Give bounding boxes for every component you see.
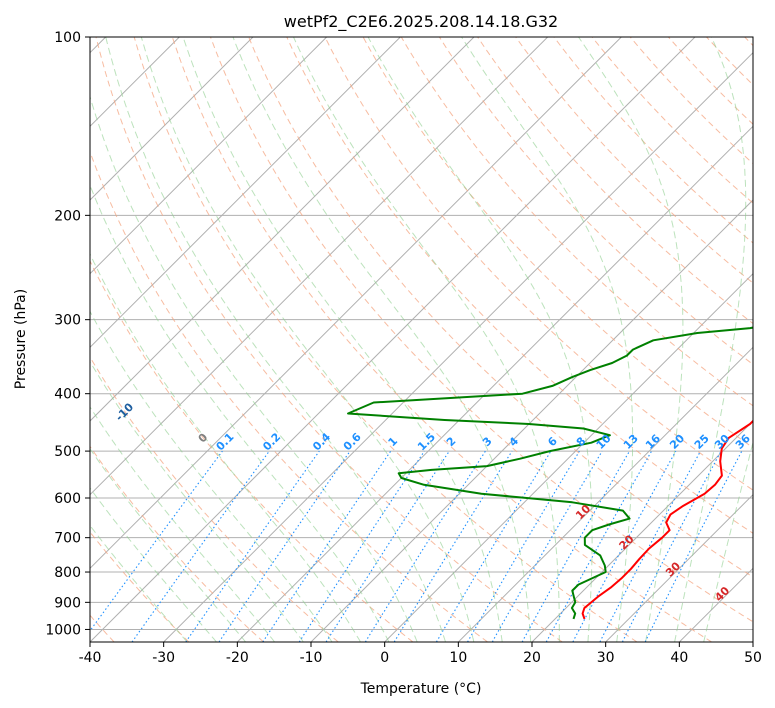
x-tick-label: -30: [152, 650, 175, 666]
x-tick-label: -20: [226, 650, 249, 666]
mixing-ratio-line: [218, 450, 351, 642]
y-tick-label: 100: [54, 30, 81, 46]
isotherm-line: [90, 37, 696, 642]
x-tick-label: 10: [449, 650, 467, 666]
y-tick-label: 500: [54, 444, 81, 460]
isotherm-line: [457, 346, 753, 642]
isotherm-line: [90, 37, 328, 275]
x-axis-ticks: -40 -30 -20 -10 0 10 20 30 40 50: [79, 642, 762, 666]
x-tick-label: 20: [523, 650, 541, 666]
temperature-line: [581, 419, 753, 620]
moist-adiabat-line: [703, 440, 753, 642]
moist-adiabat-line: [90, 447, 246, 642]
dry-adiabat-line: [324, 37, 753, 491]
moist-adiabat-line: [674, 37, 747, 642]
mixing-ratio-line: [644, 450, 743, 642]
dry-adiabat-line: [210, 37, 753, 623]
y-tick-label: 200: [54, 208, 81, 224]
dewpoint-line: [347, 326, 753, 620]
dry-adiabat-line: [171, 37, 712, 642]
chart-title: wetPf2_C2E6.2025.208.14.18.G32: [284, 12, 558, 32]
x-tick-label: 30: [597, 650, 615, 666]
isotherm-line: [384, 272, 753, 642]
dry-adiabat-line: [90, 445, 264, 642]
isotherm-line: [90, 37, 254, 201]
moist-adiabat-line: [90, 360, 304, 642]
isotherm-line: [90, 37, 401, 349]
mixing-ratio-line: [521, 450, 630, 642]
dry-adiabat-line: [286, 37, 753, 534]
x-tick-label: 40: [670, 650, 688, 666]
isotherm-line: [605, 493, 753, 642]
y-axis-title: Pressure (hPa): [13, 289, 29, 389]
isobar-gridlines: [90, 37, 753, 630]
mixing-ratio-line: [325, 450, 450, 642]
isotherm-line: [90, 37, 475, 422]
moist-adiabat-line: [367, 37, 593, 642]
moist-adiabat-line: [232, 37, 532, 642]
dry-adiabat-line: [248, 37, 753, 578]
mixing-ratio-line: [572, 450, 677, 642]
y-tick-label: 900: [54, 595, 81, 611]
moist-adiabat-line: [140, 37, 475, 642]
moist-adiabat-line: [293, 37, 560, 642]
dry-adiabat-line: [515, 37, 753, 284]
dry-adiabat-line: [90, 356, 339, 642]
sounding-profiles: [347, 326, 753, 620]
x-axis-title: Temperature (°C): [360, 681, 482, 697]
moist-adiabats: [90, 37, 753, 642]
dry-adiabat-line: [95, 37, 563, 642]
moist-adiabat-line: [90, 184, 390, 642]
dry-adiabat-line: [90, 259, 414, 642]
y-tick-label: 300: [54, 313, 81, 329]
mixing-ratio-line: [545, 450, 653, 642]
skewed-isotherms: [90, 37, 753, 642]
mixing-ratio-line: [298, 450, 425, 642]
y-tick-label: 1000: [45, 622, 81, 638]
y-tick-label: 800: [54, 565, 81, 581]
mixing-ratio-line: [131, 450, 270, 642]
mixing-ratio-line: [262, 450, 392, 642]
moist-adiabat-line: [90, 524, 188, 642]
isotherm-line: [531, 420, 753, 642]
moist-adiabat-line: [90, 487, 217, 642]
moist-adiabat-line: [578, 37, 684, 642]
y-axis-ticks: 100 200 300 400 500 600 700 800 900 1000: [45, 30, 90, 638]
y-tick-label: 700: [54, 531, 81, 547]
moist-adiabat-line: [90, 252, 361, 642]
mixing-ratio-line: [90, 450, 223, 632]
isotherm-line: [90, 37, 549, 496]
isotherm-line: [163, 51, 753, 642]
y-tick-label: 400: [54, 387, 81, 403]
x-tick-label: 0: [380, 650, 389, 666]
x-tick-label: 50: [744, 650, 762, 666]
isotherm-line: [90, 37, 622, 570]
x-tick-label: -10: [300, 650, 323, 666]
plot-frame: [89, 36, 754, 643]
plot-area: 0.10.20.40.611.52346810131620253036-100-…: [90, 37, 753, 642]
mixing-ratio-line: [185, 450, 320, 642]
moist-adiabat-line: [105, 37, 446, 642]
x-tick-label: -40: [79, 650, 102, 666]
y-tick-label: 600: [54, 491, 81, 507]
dry-adiabats: [90, 37, 753, 642]
moist-adiabat-line: [90, 406, 275, 642]
moist-adiabat-line: [90, 95, 418, 642]
